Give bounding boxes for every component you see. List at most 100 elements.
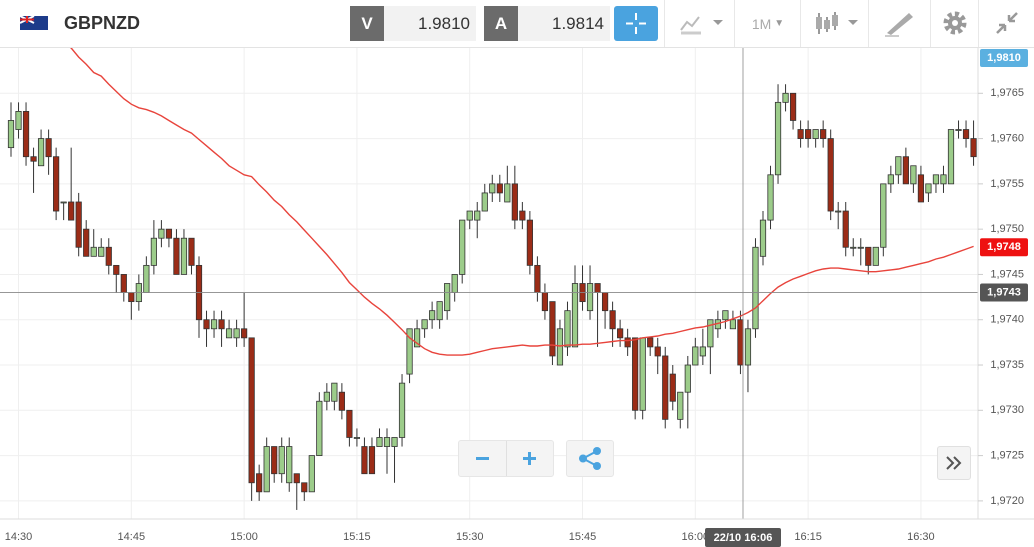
candle-body [301,482,308,493]
candle-body [75,201,82,248]
candle-body [639,337,646,411]
candle-body [925,183,932,194]
candle-body [188,237,195,266]
candle-body [218,319,225,330]
y-tick-label: 1,9730 [990,404,1024,416]
candle-body [729,319,737,330]
candle-body [383,437,391,447]
ask-button[interactable]: A [484,6,518,41]
x-tick-label: 15:00 [230,531,258,543]
timeframe: 1M [751,15,772,32]
candle-body [338,391,345,411]
crosshair-price: 1,9743 [987,286,1021,298]
candle-body [970,138,977,158]
candle-body [872,246,879,266]
candle-body [549,301,556,357]
timeframe-button[interactable]: 1M ▼ [734,0,801,47]
candle-body [481,192,488,212]
candle-body [173,237,180,275]
candle-body [406,328,413,375]
candle-body [293,473,300,484]
chart-type-button[interactable] [664,0,735,47]
bid-button[interactable]: V [350,6,384,41]
zoom-in-button[interactable] [505,441,554,476]
ask-marker: 1,9810 [987,52,1021,64]
share-button[interactable] [566,440,614,477]
x-tick-label: 14:30 [5,531,33,543]
candle-button[interactable] [800,0,869,47]
settings-button[interactable] [930,0,979,47]
x-tick-label: 15:30 [456,531,484,543]
y-tick-label: 1,9720 [990,495,1024,507]
candle-body [120,274,127,293]
candle-body [571,283,579,348]
candle-body [774,101,782,176]
candle-body [902,156,909,185]
candle-body [444,283,451,312]
candle-body [601,292,609,312]
candle-body [707,319,714,348]
candle-body [263,446,270,493]
candle-body [353,437,361,439]
candle-body [15,111,22,130]
candle-body [256,473,263,493]
y-tick-label: 1,9765 [990,87,1024,99]
candle-body [361,446,368,475]
candle-body [887,174,894,185]
candle-body [624,337,631,348]
candle-body [842,210,849,248]
candle-body [947,129,955,185]
candle-body [53,156,60,212]
candle-body [150,237,157,266]
ask-marker-box [980,49,1028,67]
candle-body [113,264,120,275]
candle-body [917,174,925,203]
candle-body [466,210,473,221]
candle-body [955,129,962,131]
y-tick-label: 1,9755 [990,178,1024,190]
candle-body [248,337,255,484]
candle-body [940,174,947,185]
candle-body [233,328,240,339]
candle-body [225,328,233,339]
scroll-right-button[interactable] [937,446,971,480]
bid-price[interactable]: 1.9810 [384,6,476,41]
candle-body [722,310,729,321]
candle-body [767,174,774,221]
x-tick-label: 15:45 [569,531,597,543]
candle-body [511,183,518,221]
ask-price[interactable]: 1.9814 [518,6,610,41]
candle-body [98,246,105,257]
y-tick-label: 1,9760 [990,132,1024,144]
candle-body [797,129,804,139]
candle-body [534,264,541,293]
candle-body [752,246,759,330]
candle-body [376,437,383,447]
candle-body [737,319,744,366]
candle-body [278,446,285,475]
flag [19,15,48,30]
candle-body [699,346,706,357]
collapse-button[interactable] [978,0,1034,47]
candle-body [90,246,97,257]
draw-button[interactable] [868,0,931,47]
candle-body [105,246,112,266]
candle-body [910,165,917,185]
candle-body [759,219,767,257]
candle-body [421,319,428,330]
candle-body [429,310,436,321]
candle-body [22,111,30,158]
zoom-out-button[interactable] [459,441,506,476]
y-tick-label: 1,9735 [990,359,1024,371]
candle-body [316,400,323,456]
candle-body [60,201,67,204]
candle-body [744,328,752,366]
moving-average [69,48,974,356]
candle-body [391,437,398,447]
candle-body [346,409,353,438]
x-tick-label: 14:45 [118,531,146,543]
crosshair-button[interactable] [614,6,658,41]
candle-body [271,446,278,475]
candle-body [805,129,812,139]
